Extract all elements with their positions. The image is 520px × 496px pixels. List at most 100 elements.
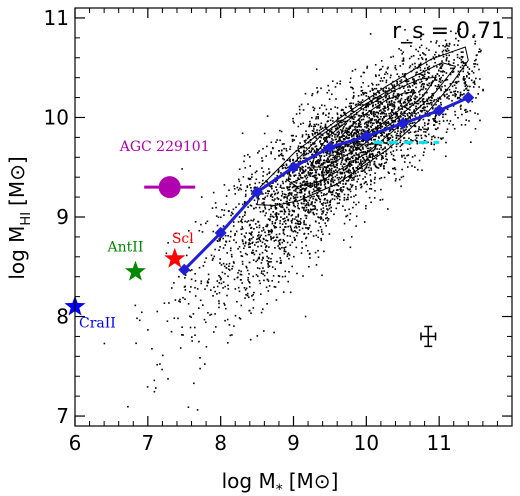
scatter-point [336, 193, 339, 195]
scatter-point [391, 103, 394, 105]
scatter-point [299, 145, 302, 148]
scatter-point [383, 116, 385, 119]
scatter-point [189, 326, 192, 329]
scatter-point [409, 125, 412, 127]
scatter-point [343, 239, 345, 241]
scatter-point [446, 78, 449, 81]
scatter-point [411, 84, 414, 87]
scatter-point [347, 130, 350, 133]
scatter-point [284, 226, 286, 228]
scatter-point [287, 171, 290, 174]
scatter-point [293, 189, 295, 192]
scatter-point [328, 207, 331, 210]
scatter-point [324, 137, 326, 139]
scatter-point [242, 240, 244, 243]
scatter-point [361, 99, 364, 101]
scatter-point [340, 146, 342, 149]
scatter-point [395, 113, 398, 115]
scatter-point [468, 73, 470, 75]
scatter-point [352, 160, 354, 162]
scatter-point [417, 50, 420, 53]
scatter-point [396, 73, 399, 75]
scatter-point [358, 135, 360, 138]
scatter-point [387, 143, 390, 146]
scatter-point [402, 60, 405, 62]
scatter-point [360, 101, 363, 103]
scatter-point [318, 107, 321, 109]
scatter-point [433, 100, 435, 103]
scatter-point [422, 85, 425, 88]
scatter-point [390, 74, 392, 77]
scatter-point [232, 213, 234, 215]
scatter-point [402, 51, 405, 53]
scatter-point [232, 261, 235, 263]
scatter-point [300, 191, 303, 193]
scatter-point [213, 255, 216, 258]
scatter-point [342, 138, 345, 140]
scatter-point [424, 106, 426, 109]
scatter-point [224, 234, 227, 237]
scatter-point [432, 118, 434, 120]
scatter-point [255, 203, 258, 205]
scatter-point [360, 107, 362, 110]
scatter-point [383, 162, 386, 164]
scatter-point [313, 109, 315, 112]
scatter-point [313, 149, 316, 152]
scatter-point [223, 209, 226, 212]
scatter-point [378, 92, 381, 94]
scatter-point [388, 115, 391, 117]
scatter-point [255, 274, 258, 276]
scatter-point [392, 154, 395, 157]
scatter-point [317, 113, 319, 115]
scatter-point [258, 256, 260, 259]
scatter-point [344, 159, 347, 161]
scatter-point [291, 221, 293, 224]
scatter-point [372, 158, 374, 160]
scatter-point [296, 191, 299, 194]
scatter-point [312, 197, 314, 200]
scatter-point [218, 249, 220, 251]
scatter-point [308, 174, 310, 176]
scatter-point [212, 295, 214, 297]
scatter-point [294, 174, 297, 176]
scatter-point [194, 334, 196, 336]
scatter-point [418, 63, 421, 66]
scatter-point [358, 148, 361, 150]
scatter-point [438, 120, 441, 123]
scatter-point [350, 110, 353, 112]
scatter-point [424, 109, 426, 112]
scatter-point [328, 89, 330, 92]
scatter-point [246, 292, 249, 295]
scatter-point [253, 207, 255, 210]
scatter-point [367, 122, 369, 124]
scatter-point [329, 119, 332, 122]
scatter-point [250, 219, 252, 222]
scatter-point [365, 145, 368, 148]
scatter-point [333, 166, 336, 169]
scatter-point [448, 95, 450, 97]
scatter-point [351, 185, 353, 187]
scatter-point [254, 182, 256, 185]
scatter-point [190, 278, 193, 281]
scatter-point [458, 74, 461, 76]
scatter-point [311, 92, 314, 95]
scl-star-marker [164, 247, 186, 268]
scatter-point [283, 213, 286, 215]
scatter-point [403, 100, 406, 103]
scatter-point [378, 104, 381, 106]
scatter-point [317, 173, 320, 175]
scatter-point [276, 260, 278, 263]
scatter-point [257, 275, 259, 278]
scatter-point [225, 203, 228, 205]
scatter-point [397, 115, 399, 118]
scatter-point [345, 167, 347, 170]
scatter-point [323, 136, 326, 139]
x-tick-label: 11 [426, 431, 451, 455]
scatter-point [270, 194, 272, 196]
scatter-point [386, 72, 389, 75]
scatter-point [304, 214, 306, 217]
scatter-point [167, 378, 169, 380]
scatter-point [425, 135, 428, 138]
scatter-point [226, 318, 229, 321]
